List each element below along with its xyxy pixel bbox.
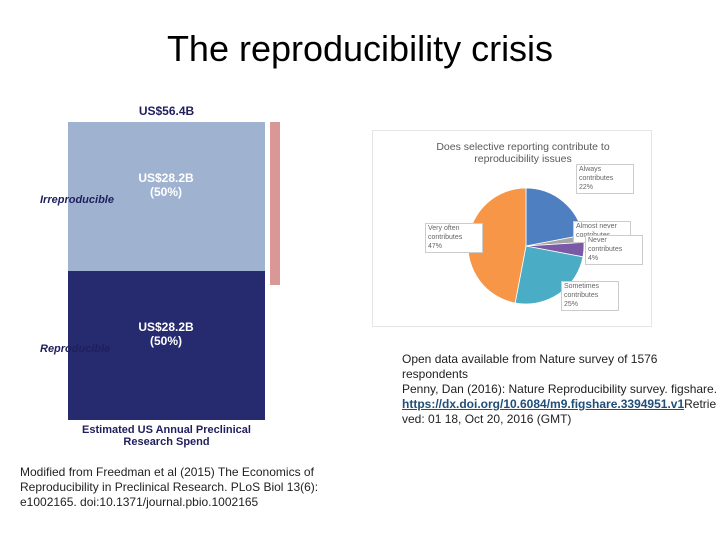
value-label: US$28.2B (50%) — [138, 171, 194, 200]
slice-label: Never contributes 4% — [585, 235, 643, 266]
total-label: US$56.4B — [138, 104, 195, 118]
bar-chart: US$56.4B US$28.2B (50%) US$28.2B (50%) Es… — [40, 100, 290, 452]
source-link[interactable]: https://dx.doi.org/10.6084/m9.figshare.3… — [402, 397, 685, 411]
source-line: Penny, Dan (2016): Nature Reproducibilit… — [402, 382, 718, 396]
bar-title: Estimated US Annual Preclinical Research… — [82, 424, 251, 448]
pie-chart: Does selective reporting contribute to r… — [372, 130, 652, 327]
pie-slice — [514, 245, 584, 305]
bar-segment — [68, 271, 265, 420]
slice-label: Very often contributes 47% — [425, 223, 483, 254]
slice-value: 47% — [428, 242, 443, 250]
series-label: Reproducible — [40, 342, 111, 355]
pie-title: Does selective reporting contribute to r… — [436, 141, 610, 165]
slice-name: Very often contributes — [428, 225, 463, 241]
series-label: Irreproducible — [40, 193, 114, 206]
source-line: Open data available from Nature survey o… — [402, 352, 658, 381]
bar-stack: US$28.2B (50%) US$28.2B (50%) — [68, 122, 265, 420]
slice-label: Always contributes 22% — [576, 164, 634, 195]
pie-svg — [467, 187, 585, 305]
slice-value: 25% — [564, 300, 579, 308]
slice-name: Always contributes — [579, 166, 614, 182]
slice-value: 22% — [579, 183, 594, 191]
value-label: US$28.2B (50%) — [138, 320, 194, 349]
bar-segment — [68, 122, 265, 271]
slice-label: Sometimes contributes 25% — [561, 281, 619, 312]
slice-value: 4% — [588, 254, 599, 262]
citation: Modified from Freedman et al (2015) The … — [20, 465, 319, 509]
source-line: Retrieved: 01 18, Oct 20, 2016 (GMT) — [402, 397, 717, 426]
slice-name: Never contributes — [588, 237, 623, 253]
highlight-bar — [270, 122, 280, 285]
slice-name: Sometimes contributes — [564, 283, 600, 299]
slide-title: The reproducibility crisis — [166, 28, 554, 69]
source-note: Open data available from Nature survey o… — [402, 352, 720, 427]
